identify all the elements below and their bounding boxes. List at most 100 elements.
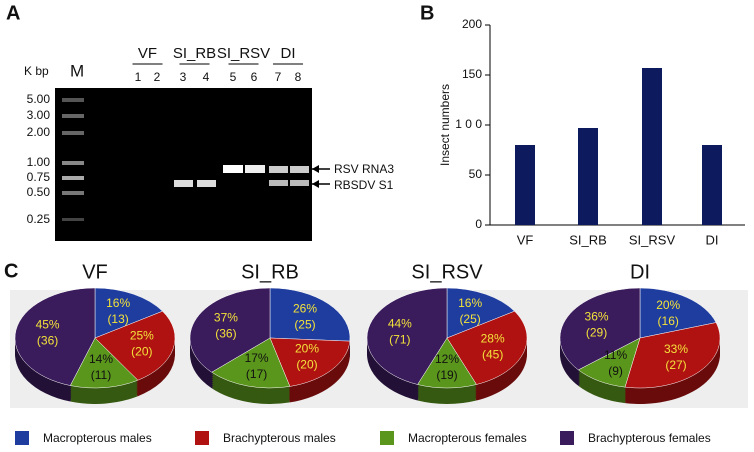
x-tick-label: VF [517,232,534,247]
value-label: 44% [388,317,412,331]
band [223,165,243,173]
lane-number: 6 [251,70,258,84]
pie-slice [639,287,717,339]
marker-label: M [70,61,84,80]
size-label: 0.75 [27,170,51,184]
value-label: 45% [36,317,60,331]
pie-slice [94,310,176,381]
value-label: 12% [435,352,459,366]
count-label: (19) [436,368,457,382]
gel-image [55,88,312,241]
value-label: 14% [89,352,113,366]
unit-label: K bp [24,64,49,78]
size-label: 3.00 [27,108,51,122]
count-label: (36) [215,326,236,340]
count-label: (45) [482,347,503,361]
marker-band [62,191,84,195]
size-label: 2.00 [27,125,51,139]
lane-number: 5 [230,70,237,84]
size-label: 0.50 [27,185,51,199]
value-label: 28% [481,331,505,345]
gel-bands [62,98,309,221]
pie-slice [624,322,721,389]
marker-band [62,161,84,165]
count-label: (17) [246,367,267,381]
value-label: 33% [664,342,688,356]
count-label: (25) [294,318,315,332]
pie-title: VF [82,261,108,283]
count-label: (27) [665,358,686,372]
pie-title: SI_RB [241,261,299,283]
pie-slice [69,337,139,389]
value-label: 17% [245,351,269,365]
value-label: 16% [458,296,482,310]
lane-number: 8 [295,70,302,84]
pie-slice [417,337,477,389]
x-tick-label: SI_RB [569,232,607,247]
pie-slice [269,287,351,342]
arrow-head [312,165,319,173]
y-tick-label: 200 [462,17,482,31]
pie-slice [189,287,271,373]
band-label: RBSDV S1 [334,178,394,192]
value-label: 16% [106,296,130,310]
lane-number: 4 [203,70,210,84]
pie-slice [94,287,163,339]
x-tick-label: SI_RSV [629,232,676,247]
value-label: 36% [585,309,609,323]
count-label: (9) [608,364,623,378]
marker-band [62,114,84,118]
value-label: 11% [604,348,627,362]
group-label: SI_RB [173,45,216,62]
bar [578,128,598,225]
y-tick-label: 150 [462,67,482,81]
value-label: 20% [295,341,319,355]
size-label: 5.00 [27,92,51,106]
count-label: (13) [107,312,128,326]
lane-number: 3 [180,70,187,84]
value-label: 37% [214,310,238,324]
y-axis-label: Insect numbers [438,84,452,166]
gel-labels: 1 2 3 4 5 6 7 8VF SI_RB SI_RSV DI5.003.002.001.000… [27,45,303,226]
bar [702,145,722,225]
y-tick-label: 0 [475,217,482,231]
x-tick-label: DI [706,232,719,247]
count-label: (20) [131,345,152,359]
legend-label: Brachypterous males [223,431,336,445]
band [290,166,309,173]
value-label: 25% [130,329,154,343]
legend-swatch [560,431,574,445]
legend-label: Macropterous females [408,431,527,445]
count-label: (71) [389,333,410,347]
y-tick-label: 50 [469,167,483,181]
pie-title: SI_RSV [411,261,483,283]
value-label: 26% [293,302,317,316]
pie-slice [14,287,96,386]
panel-label: A [6,2,20,24]
bar [642,68,662,225]
lane-number: 7 [275,70,282,84]
pie-slice [366,287,448,385]
pie-slice [211,337,291,389]
group-label: DI [281,45,296,62]
count-label: (11) [91,368,111,382]
lane-number: 2 [154,70,161,84]
band [174,180,193,187]
band [245,165,265,173]
pie-slice [446,310,528,385]
bar [515,145,535,225]
band-label: RSV RNA3 [334,162,394,176]
legend-swatch [15,431,29,445]
count-label: (29) [586,325,607,339]
count-label: (16) [658,314,679,328]
pie-slice [559,287,641,371]
count-label: (20) [296,357,317,371]
group-label: VF [138,45,157,62]
band [269,180,288,186]
legend-label: Brachypterous females [588,431,711,445]
panel-label: B [420,2,434,24]
band [197,180,216,187]
group-label: SI_RSV [217,45,270,62]
marker-band [62,98,84,102]
